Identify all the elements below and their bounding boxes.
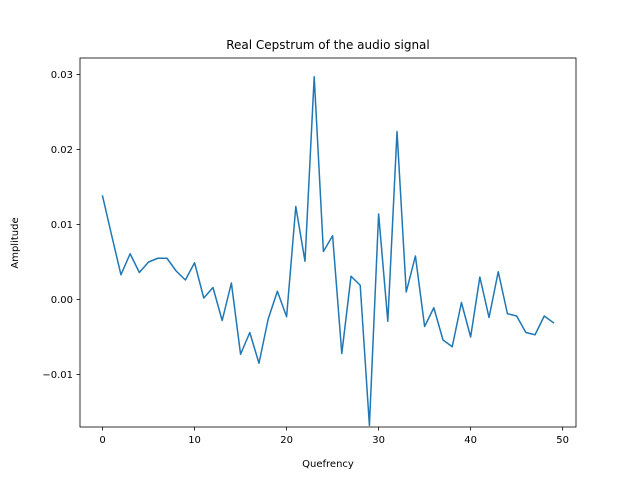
x-tick-label: 40 (464, 435, 477, 446)
chart-title: Real Cepstrum of the audio signal (226, 38, 430, 52)
y-axis-title: Amplitude (10, 217, 21, 268)
x-tick-label: 50 (556, 435, 569, 446)
data-line-cepstrum (101, 76, 555, 427)
x-tick-label: 20 (280, 435, 293, 446)
x-tick-label: 30 (372, 435, 385, 446)
x-tick-label: 10 (188, 435, 201, 446)
axes-frame (79, 57, 577, 428)
y-tick-label: −0.01 (42, 370, 73, 381)
x-axis-title: Quefrency (302, 459, 354, 470)
y-tick-label: 0.03 (51, 70, 73, 81)
y-tick-label: 0.00 (51, 295, 73, 306)
x-tick-label: 0 (99, 435, 105, 446)
y-tick-label: 0.01 (51, 220, 73, 231)
plot-area: 0 10 20 30 40 50 −0.01 0.00 0.01 0.02 0.03 (42, 57, 577, 446)
y-tick-label: 0.02 (51, 145, 73, 156)
